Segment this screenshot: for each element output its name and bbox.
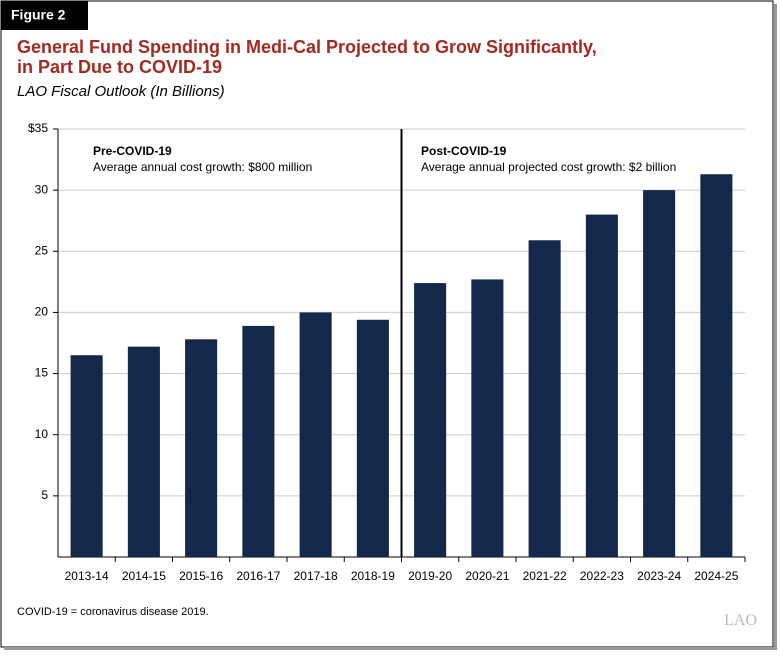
annotation-text: Average annual cost growth: $800 million [93,160,312,174]
bar [643,190,676,557]
bar [471,279,504,557]
bar [242,325,275,557]
x-tick-label: 2024-25 [694,569,738,583]
y-tick-label: $35 [28,121,48,135]
footnote: COVID-19 = coronavirus disease 2019. [17,606,209,618]
bar [185,339,218,557]
annotation-heading: Pre-COVID-19 [93,144,172,158]
bar [356,319,389,557]
y-tick-label: 15 [35,366,49,380]
x-tick-label: 2014-15 [122,569,166,583]
bar [299,312,332,557]
logo: LAO [724,612,757,629]
x-tick-label: 2021-22 [523,569,567,583]
x-tick-label: 2015-16 [179,569,223,583]
x-tick-label: 2016-17 [236,569,280,583]
y-tick-label: 20 [35,305,49,319]
chart-subtitle: LAO Fiscal Outlook (In Billions) [17,83,225,100]
x-tick-label: 2018-19 [351,569,395,583]
figure-label: Figure 2 [11,7,66,23]
x-tick-label: 2013-14 [65,569,109,583]
bar [70,355,103,557]
bar [127,346,160,557]
y-tick-label: 10 [35,427,49,441]
annotation-heading: Post-COVID-19 [421,144,507,158]
bar [585,214,618,557]
y-tick-label: 5 [41,488,48,502]
bar [414,283,447,557]
y-tick-label: 30 [35,182,49,196]
chart-title: in Part Due to COVID-19 [17,57,222,77]
figure-label-box [1,1,88,30]
bar [700,174,733,557]
annotation-text: Average annual projected cost growth: $2… [421,160,676,174]
bar [528,240,561,557]
y-tick-label: 25 [35,243,49,257]
x-tick-label: 2019-20 [408,569,452,583]
x-tick-label: 2017-18 [294,569,338,583]
x-tick-label: 2023-24 [637,569,681,583]
chart-title: General Fund Spending in Medi-Cal Projec… [17,37,597,57]
x-tick-label: 2022-23 [580,569,624,583]
x-tick-label: 2020-21 [465,569,509,583]
